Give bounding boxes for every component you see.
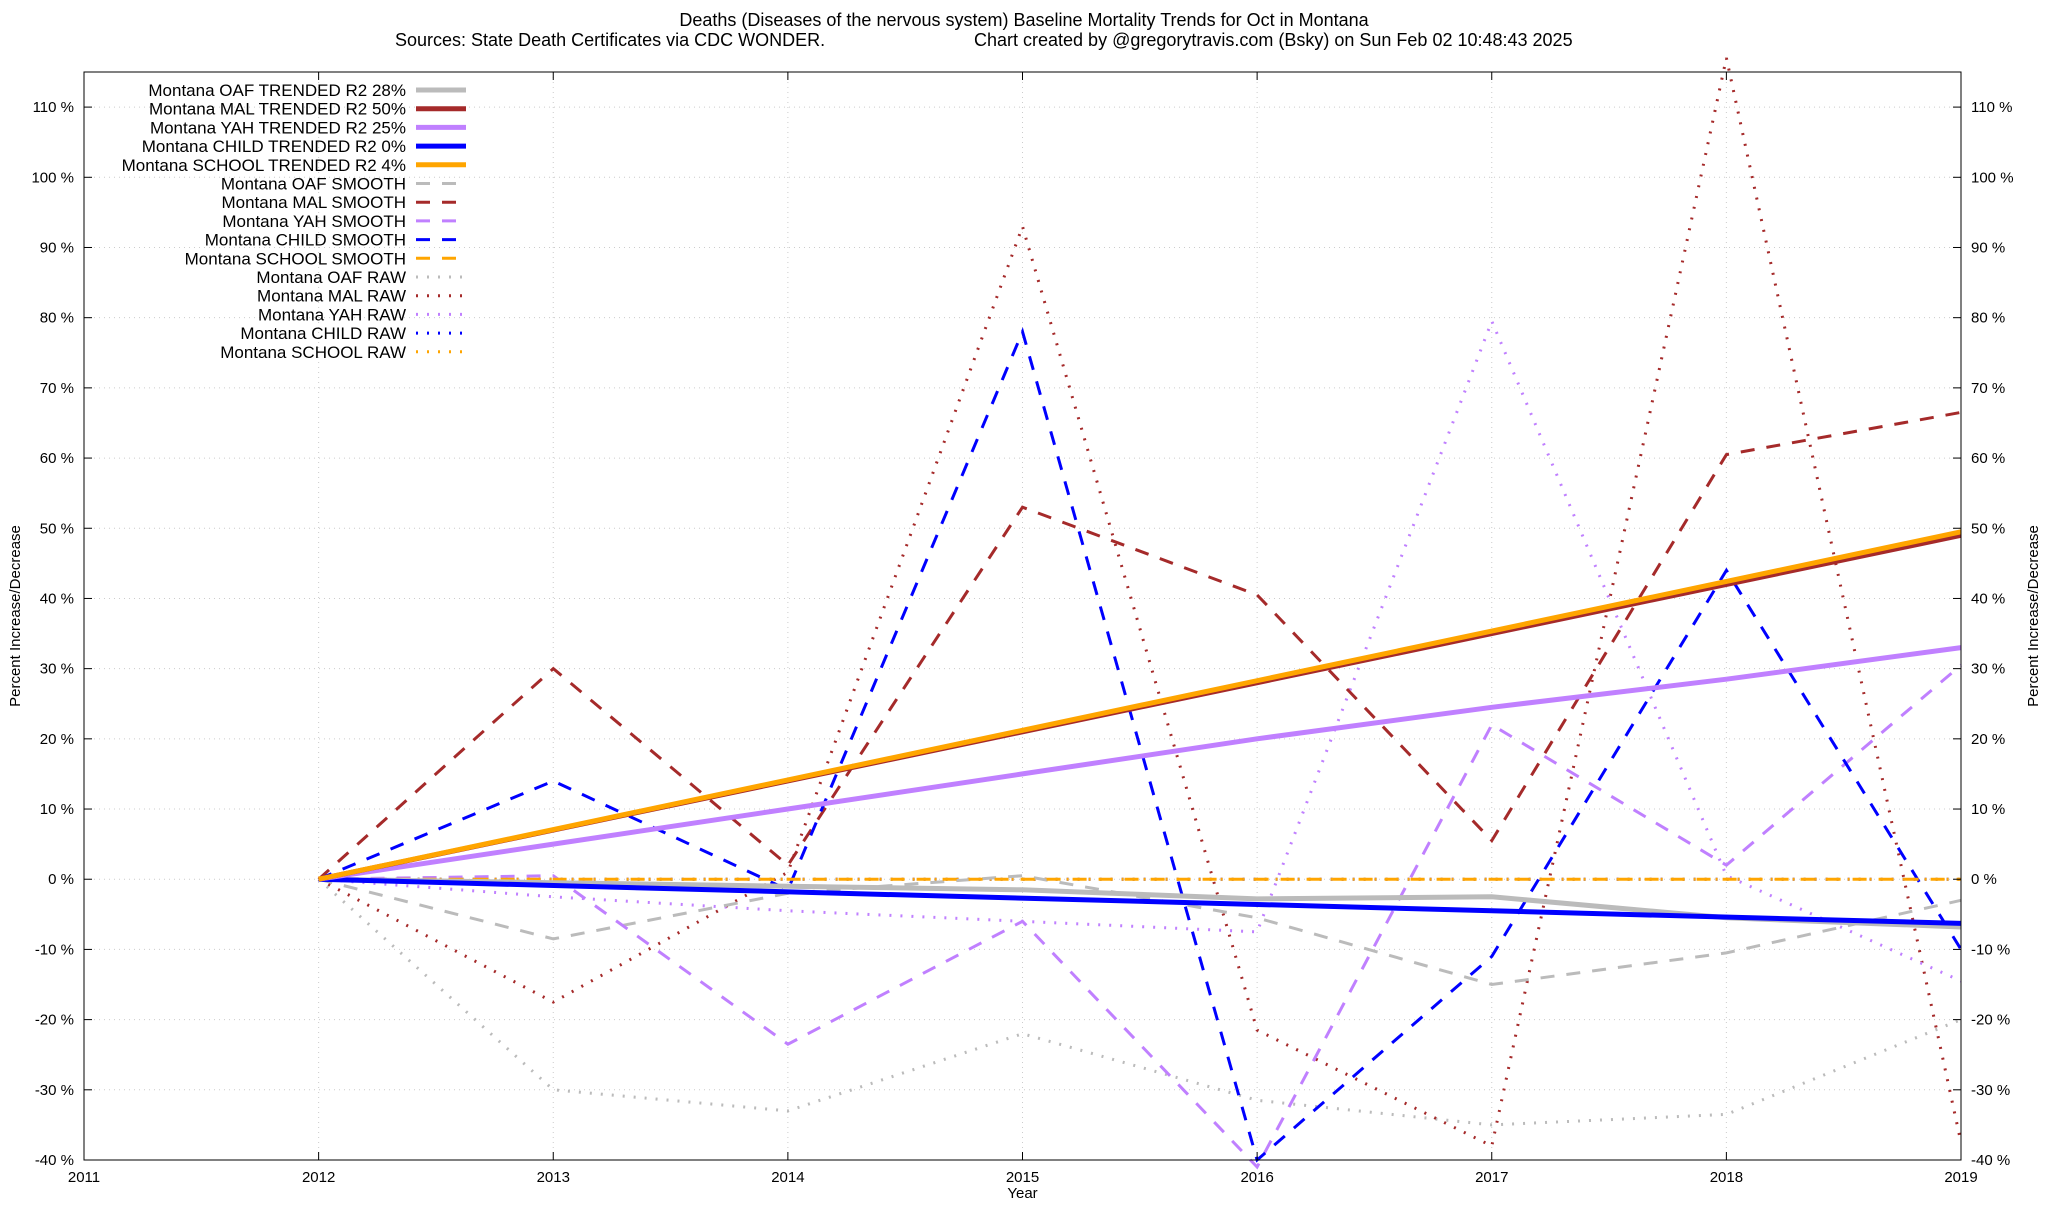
y-tick-label-right: -40 %: [1971, 1152, 2010, 1169]
y-tick-label-right: 70 %: [1971, 380, 2005, 397]
x-tick-label: 2017: [1475, 1169, 1508, 1186]
legend-label-4: Montana SCHOOL TRENDED R2 4%: [122, 156, 406, 175]
legend-label-13: Montana CHILD RAW: [240, 324, 406, 343]
series-line-smooth-8: [318, 327, 1963, 1163]
y-tick-label-right: 30 %: [1971, 661, 2005, 678]
x-tick-label: 2013: [537, 1169, 570, 1186]
y-tick-label-right: 50 %: [1971, 520, 2005, 537]
y-tick-label-left: 70 %: [40, 380, 74, 397]
series-line-trended-4: [318, 529, 1962, 882]
legend-label-10: Montana OAF RAW: [256, 268, 406, 287]
x-tick-label: 2018: [1710, 1169, 1743, 1186]
legend-label-9: Montana SCHOOL SMOOTH: [185, 249, 406, 268]
series-line-smooth-7: [318, 663, 1962, 1170]
x-axis-title: Year: [1007, 1185, 1037, 1200]
y-tick-label-right: -10 %: [1971, 941, 2010, 958]
x-tick-label: 2015: [1006, 1169, 1039, 1186]
y-tick-label-right: 60 %: [1971, 450, 2005, 467]
legend-label-14: Montana SCHOOL RAW: [220, 343, 406, 362]
y-tick-label-right: 110 %: [1971, 99, 2012, 116]
legend-label-3: Montana CHILD TRENDED R2 0%: [142, 137, 406, 156]
y-tick-label-left: 10 %: [40, 801, 74, 818]
y-tick-label-right: -20 %: [1971, 1012, 2010, 1029]
y-tick-label-left: 60 %: [40, 450, 74, 467]
chart-title-group: Deaths (Diseases of the nervous system) …: [395, 10, 1573, 50]
y-tick-label-left: 20 %: [40, 731, 74, 748]
y-tick-label-right: 20 %: [1971, 731, 2005, 748]
legend-label-1: Montana MAL TRENDED R2 50%: [149, 100, 406, 119]
y-tick-label-left: 90 %: [40, 239, 74, 256]
y-tick-label-right: 100 %: [1971, 169, 2014, 186]
y-tick-label-left: -10 %: [35, 941, 74, 958]
y-tick-label-left: -20 %: [35, 1012, 74, 1029]
y-tick-label-right: 80 %: [1971, 310, 2005, 327]
legend-label-5: Montana OAF SMOOTH: [221, 175, 406, 194]
legend-label-11: Montana MAL RAW: [257, 287, 406, 306]
series-line-raw-11: [317, 57, 1963, 1149]
series-line-trended-3: [318, 876, 1962, 926]
y-tick-label-left: 30 %: [40, 661, 74, 678]
chart-subtitle-source: Sources: State Death Certificates via CD…: [395, 30, 825, 50]
y-tick-label-left: -40 %: [35, 1152, 74, 1169]
axes: 2011 2012 2013 2014 2015 2016 2017 2018 2019-40 …: [31, 72, 2014, 1186]
y-tick-label-left: -30 %: [35, 1082, 74, 1099]
y-tick-label-left: 50 %: [40, 520, 74, 537]
y-tick-label-right: -30 %: [1971, 1082, 2010, 1099]
y-tick-label-left: 110 %: [33, 99, 74, 116]
legend-label-2: Montana YAH TRENDED R2 25%: [150, 118, 406, 137]
legend-label-6: Montana MAL SMOOTH: [221, 193, 406, 212]
legend: Montana OAF TRENDED R2 28%Montana MAL TR…: [122, 81, 466, 362]
legend-label-8: Montana CHILD SMOOTH: [205, 231, 406, 250]
x-tick-label: 2012: [302, 1169, 335, 1186]
y-axis-title-left: Percent Increase/Decrease: [7, 525, 24, 707]
chart-subtitle-credit: Chart created by @gregorytravis.com (Bsk…: [974, 30, 1573, 50]
series-layer: [317, 57, 1963, 1170]
legend-label-12: Montana YAH RAW: [258, 305, 406, 324]
y-tick-label-left: 40 %: [40, 590, 74, 607]
x-tick-label: 2019: [1944, 1169, 1977, 1186]
y-tick-label-left: 80 %: [40, 310, 74, 327]
y-tick-label-right: 90 %: [1971, 239, 2005, 256]
legend-label-0: Montana OAF TRENDED R2 28%: [148, 81, 406, 100]
x-tick-label: 2014: [771, 1169, 804, 1186]
series-line-smooth-6: [317, 410, 1962, 881]
y-axis-title-right: Percent Increase/Decrease: [2025, 525, 2042, 707]
legend-label-7: Montana YAH SMOOTH: [222, 212, 406, 231]
series-line-trended-2: [318, 645, 1962, 882]
y-tick-label-left: 100 %: [31, 169, 74, 186]
x-tick-label: 2016: [1240, 1169, 1273, 1186]
x-tick-label: 2011: [68, 1169, 100, 1186]
y-tick-label-right: 40 %: [1971, 590, 2005, 607]
chart-title: Deaths (Diseases of the nervous system) …: [679, 10, 1369, 30]
y-tick-label-right: 10 %: [1971, 801, 2005, 818]
y-tick-label-left: 0 %: [48, 871, 74, 888]
y-tick-label-right: 0 %: [1971, 871, 1997, 888]
